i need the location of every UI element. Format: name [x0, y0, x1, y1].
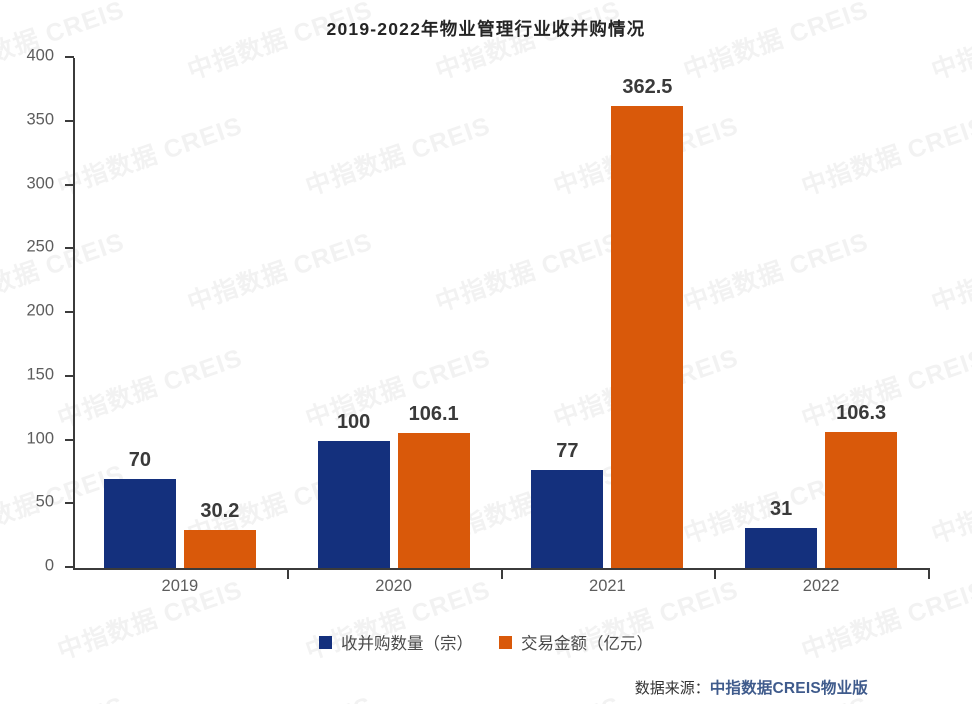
watermark-text: 中指数据 CREIS — [928, 228, 972, 318]
bar: 106.1 — [397, 403, 470, 568]
legend-swatch — [499, 635, 512, 649]
bar-value-label: 31 — [770, 498, 793, 521]
y-axis-tick-label: 400 — [26, 46, 54, 65]
watermark-text: 中指数据 CREIS — [182, 686, 377, 704]
bar-value-label: 106.3 — [836, 402, 887, 425]
watermark-text: 中指数据 CREIS — [926, 686, 972, 704]
bar-value-label: 100 — [336, 410, 371, 433]
bar: 30.2 — [183, 500, 256, 568]
source-prefix: 数据来源： — [634, 680, 710, 697]
bar: 77 — [531, 440, 604, 568]
y-axis-tick: 150 — [26, 365, 74, 383]
chart-title: 2019-2022年物业管理行业收并购情况 — [326, 19, 646, 39]
x-axis-category-label: 2020 — [375, 577, 412, 595]
watermark-text: 中指数据 CREIS — [0, 686, 129, 704]
chart-legend: 收并购数量（宗） 交易金额（亿元） — [0, 630, 972, 654]
y-axis-line — [73, 58, 75, 568]
y-axis-tick-label: 50 — [35, 492, 54, 511]
legend-swatch — [319, 635, 332, 649]
watermark-text: 中指数据 CREIS — [928, 460, 972, 550]
chart-source: 数据来源：中指数据CREIS物业版 — [635, 676, 868, 698]
y-axis-tick-label: 150 — [26, 365, 54, 384]
chart-plot-area: 0 50 100 150 200 250 300 350 400 70 30.2 100 106.1 7… — [26, 47, 930, 595]
x-axis-category-label: 2019 — [161, 577, 199, 595]
bar: 31 — [745, 498, 818, 568]
y-axis-tick-label: 350 — [26, 110, 54, 129]
bar-value-label: 362.5 — [622, 75, 673, 98]
y-axis-tick: 100 — [26, 429, 74, 447]
y-axis-tick-label: 100 — [26, 429, 54, 447]
x-axis-tick — [500, 568, 503, 579]
legend-label: 收并购数量（宗） — [341, 635, 473, 653]
y-axis-tick: 200 — [26, 302, 74, 320]
bar-value-label: 30.2 — [200, 499, 240, 522]
y-axis-tick: 50 — [36, 493, 74, 511]
y-axis-tick: 0 — [45, 557, 74, 575]
x-axis-category-label: 2021 — [589, 577, 626, 595]
y-axis-tick: 300 — [26, 174, 74, 192]
bar: 70 — [103, 449, 176, 568]
bar: 362.5 — [611, 76, 684, 568]
x-axis-category-label: 2022 — [802, 577, 840, 595]
bar-value-label: 70 — [128, 448, 151, 471]
x-axis-tick — [286, 568, 289, 579]
x-axis-tick — [714, 568, 717, 579]
y-axis-tick-label: 250 — [26, 237, 54, 256]
bar-value-label: 77 — [556, 439, 579, 462]
y-axis-tick-label: 300 — [26, 174, 54, 192]
y-axis-tick: 350 — [26, 110, 74, 128]
y-axis-tick-label: 200 — [26, 301, 54, 320]
bar: 100 — [317, 411, 390, 568]
bar: 106.3 — [825, 402, 898, 568]
y-axis-tick: 250 — [26, 238, 74, 256]
source-brand: 中指数据CREIS物业版 — [709, 680, 868, 697]
legend-entry[interactable]: 交易金额（亿元） — [499, 630, 653, 654]
legend-entry[interactable]: 收并购数量（宗） — [319, 630, 473, 654]
watermark-text: 中指数据 CREIS — [928, 0, 972, 86]
x-axis-tick — [928, 568, 930, 579]
y-axis-tick-label: 0 — [44, 556, 54, 575]
watermark-text: 中指数据 CREIS — [430, 686, 625, 704]
legend-label: 交易金额（亿元） — [521, 635, 653, 653]
y-axis-tick: 400 — [26, 47, 74, 65]
bar-value-label: 106.1 — [408, 402, 459, 425]
